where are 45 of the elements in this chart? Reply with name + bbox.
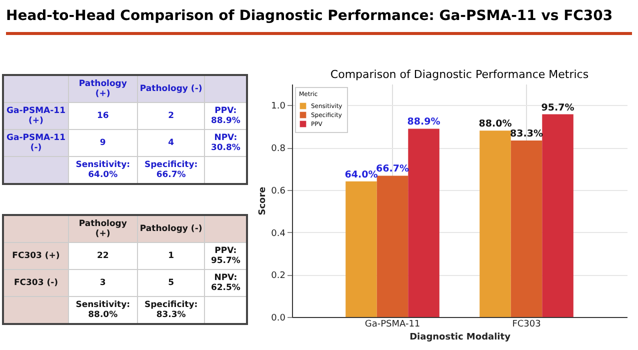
category-label: Pathology (-) bbox=[137, 215, 205, 242]
text: 2 bbox=[168, 111, 174, 121]
x-tick-label: Ga-PSMA-11 bbox=[364, 320, 420, 330]
data-label: 88.0% bbox=[478, 118, 512, 130]
category-label: Pathology (-) bbox=[137, 75, 205, 102]
text: NPV: 30.8% bbox=[210, 133, 240, 153]
y-tick-label: 0.4 bbox=[271, 228, 286, 239]
x-tick-label: FC303 bbox=[512, 320, 541, 330]
bar bbox=[408, 128, 440, 317]
text: PPV: 88.9% bbox=[210, 106, 240, 126]
y-tick-label: 1.0 bbox=[271, 102, 286, 112]
text: 16 bbox=[96, 111, 109, 121]
category-label: Ga-PSMA-11 (+) bbox=[6, 106, 66, 126]
data-label: 88.9% bbox=[407, 116, 441, 128]
bar bbox=[480, 130, 511, 317]
category-label: FC303 (-) bbox=[14, 278, 58, 288]
text: 1 bbox=[168, 251, 174, 261]
category-label: Pathology (+) bbox=[68, 75, 138, 102]
bar bbox=[510, 140, 542, 317]
y-tick-label: 0.0 bbox=[271, 314, 286, 324]
y-tick-label: 0.6 bbox=[271, 186, 286, 196]
y-tick-label: 0.8 bbox=[271, 144, 286, 154]
text: 4 bbox=[168, 138, 174, 148]
bar bbox=[542, 114, 574, 317]
text: Specificity: 66.7% bbox=[144, 160, 198, 180]
bar bbox=[376, 176, 408, 317]
y-tick-label: 0.2 bbox=[271, 271, 286, 282]
text: PPV: 95.7% bbox=[210, 246, 240, 266]
text: 22 bbox=[96, 251, 109, 261]
data-label: 95.7% bbox=[541, 102, 575, 114]
text: NPV: 62.5% bbox=[210, 273, 240, 293]
category-label: FC303 (+) bbox=[12, 251, 60, 261]
text: Specificity: 83.3% bbox=[144, 300, 198, 320]
bar bbox=[346, 181, 377, 317]
text: Sensitivity: 64.0% bbox=[76, 160, 130, 180]
text: 3 bbox=[100, 278, 106, 288]
category-label: Ga-PSMA-11 (-) bbox=[6, 133, 66, 153]
y-axis-title: Score bbox=[258, 186, 268, 216]
x-axis-title: Diagnostic Modality bbox=[410, 332, 511, 342]
chart-title: Comparison of Diagnostic Performance Metrics bbox=[330, 68, 589, 81]
text: 5 bbox=[168, 278, 174, 288]
text: Head-to-Head Comparison of Diagnostic Performance: Ga-PSMA-11 vs FC303 bbox=[6, 8, 632, 35]
text: 9 bbox=[100, 138, 106, 148]
text: Sensitivity: 88.0% bbox=[76, 300, 130, 320]
category-label: Pathology (+) bbox=[68, 215, 138, 242]
